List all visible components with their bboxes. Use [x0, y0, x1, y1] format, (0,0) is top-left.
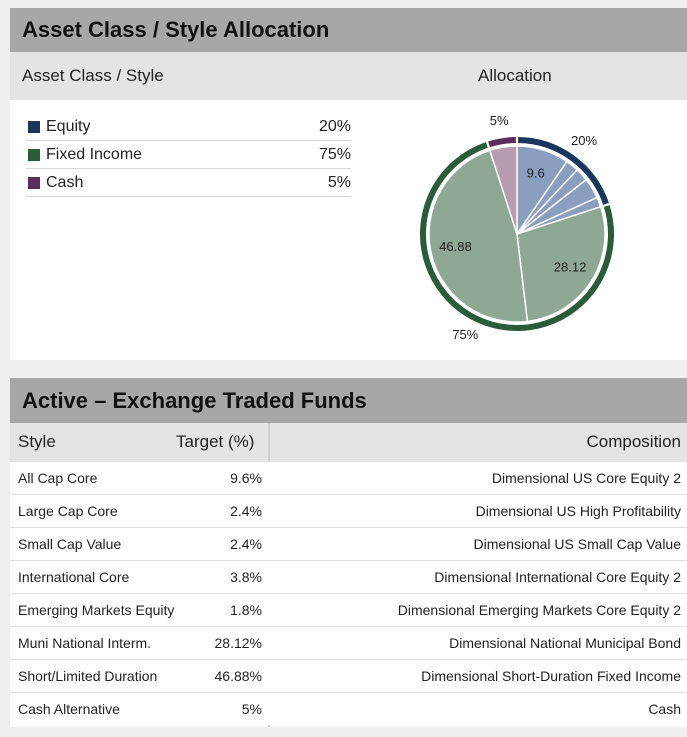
- style-cell: Short/Limited Duration: [18, 668, 158, 684]
- composition-cell: Dimensional National Municipal Bond: [449, 635, 681, 651]
- table-row: International Core 3.8% Dimensional Intern…: [10, 560, 687, 593]
- legend-swatch: [28, 177, 40, 189]
- target-cell: 1.8%: [230, 602, 262, 618]
- composition-cell: Cash: [648, 701, 681, 717]
- target-cell: 5%: [241, 701, 262, 717]
- table-header: Style Target (%) Composition: [10, 423, 687, 461]
- style-cell: All Cap Core: [18, 470, 98, 486]
- table-row: Cash Alternative 5% Cash: [10, 692, 687, 725]
- target-cell: 9.6%: [230, 470, 262, 486]
- table-row: Short/Limited Duration 46.88% Dimensional …: [10, 659, 687, 692]
- header-cell: Composition: [586, 432, 682, 451]
- target-cell: 3.8%: [230, 569, 262, 585]
- target-cell: 28.12%: [214, 635, 262, 651]
- composition-cell: Dimensional Emerging Markets Core Equity…: [397, 602, 681, 618]
- ring-label: 5%: [490, 113, 509, 128]
- style-cell: Emerging Markets Equity: [18, 602, 175, 618]
- header-cell: Target (%): [176, 432, 255, 451]
- target-cell: 46.88%: [214, 668, 262, 684]
- style-cell: Large Cap Core: [18, 503, 118, 519]
- pie-slice: [428, 149, 529, 323]
- section-title: Active – Exchange Traded Funds: [10, 378, 687, 423]
- legend-label: Equity: [46, 118, 91, 135]
- table-row: Small Cap Value 2.4% Dimensional US Small …: [10, 527, 687, 560]
- table-row: Muni National Interm. 28.12% Dimensional N…: [10, 626, 687, 659]
- slice-label: 46.88: [439, 239, 472, 254]
- ring-segment: [518, 137, 609, 205]
- header-cell: Style: [18, 432, 56, 451]
- slice-label: 9.6: [527, 165, 545, 180]
- pie-chart: 9.6 28.12 46.88 20% 75% 5%: [420, 113, 614, 342]
- legend-value: 5%: [327, 174, 351, 191]
- composition-cell: Dimensional Short-Duration Fixed Income: [421, 668, 681, 684]
- style-cell: Muni National Interm.: [18, 635, 152, 651]
- header-cell: Asset Class / Style: [22, 66, 164, 85]
- target-cell: 2.4%: [230, 503, 262, 519]
- legend-row: Fixed Income 75%: [26, 144, 351, 169]
- pie-slice: [488, 145, 518, 235]
- legend-value: 75%: [318, 146, 351, 163]
- legend-row: Cash 5%: [26, 172, 351, 197]
- legend-label: Fixed Income: [46, 146, 143, 163]
- composition-cell: Dimensional US Core Equity 2: [491, 470, 681, 486]
- header-cell: Allocation: [478, 66, 552, 85]
- legend-value: 20%: [318, 118, 351, 135]
- composition-cell: Dimensional International Core Equity 2: [434, 569, 681, 585]
- table-row: All Cap Core 9.6% Dimensional US Core Equi…: [10, 461, 687, 494]
- composition-cell: Dimensional US High Profitability: [475, 503, 681, 519]
- composition-cell: Dimensional US Small Cap Value: [473, 536, 682, 552]
- style-cell: International Core: [18, 569, 130, 585]
- legend-label: Cash: [46, 174, 84, 191]
- style-cell: Cash Alternative: [18, 701, 120, 717]
- legend-swatch: [28, 149, 40, 161]
- target-cell: 2.4%: [230, 536, 262, 552]
- pie-slice: [516, 205, 606, 323]
- ring-label: 75%: [452, 327, 478, 342]
- table-row: Emerging Markets Equity 1.8% Dimensional E…: [10, 593, 687, 626]
- slice-label: 28.12: [554, 259, 587, 274]
- legend-row: Equity 20%: [26, 116, 351, 141]
- sub-header: Asset Class / Style Allocation: [10, 52, 687, 100]
- table-row: Large Cap Core 2.4% Dimensional US High Pr…: [10, 494, 687, 527]
- style-cell: Small Cap Value: [18, 536, 122, 552]
- funds-table: Style Target (%) Composition All Cap Core 9.…: [10, 423, 687, 727]
- allocation-body: Equity 20% Fixed Income 75% Cash 5% 9.6 28.12 4…: [10, 100, 687, 360]
- ring-segment: [488, 137, 516, 148]
- ring-segment: [420, 142, 614, 331]
- ring-label: 20%: [571, 133, 597, 148]
- section-title: Asset Class / Style Allocation: [10, 8, 687, 52]
- legend-swatch: [28, 121, 40, 133]
